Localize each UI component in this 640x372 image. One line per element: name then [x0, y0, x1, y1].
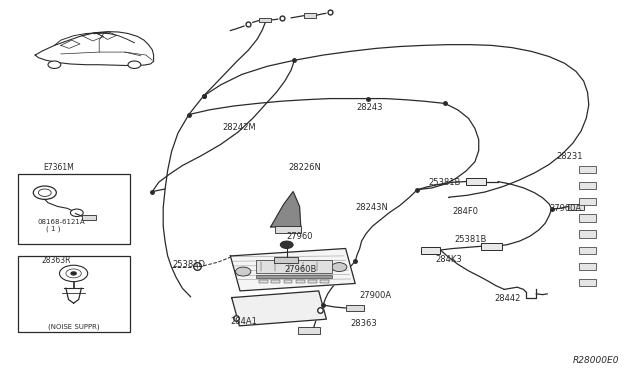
Bar — [304, 13, 316, 18]
Bar — [271, 280, 280, 283]
Bar — [274, 257, 298, 263]
Bar — [481, 243, 502, 250]
Text: 28242M: 28242M — [223, 123, 257, 132]
Bar — [579, 214, 596, 222]
Bar — [466, 178, 486, 185]
Circle shape — [33, 186, 56, 199]
Text: 08168-6121A: 08168-6121A — [37, 219, 84, 225]
Text: 28243: 28243 — [356, 103, 383, 112]
Bar — [256, 260, 332, 273]
Circle shape — [38, 189, 51, 196]
Circle shape — [66, 269, 81, 278]
Text: (NOISE SUPPR): (NOISE SUPPR) — [48, 323, 99, 330]
Polygon shape — [230, 248, 355, 291]
Bar — [18, 256, 130, 332]
Text: 25381B: 25381B — [454, 235, 487, 244]
Circle shape — [48, 61, 61, 68]
Text: 28363R: 28363R — [42, 256, 71, 265]
Text: 27900A: 27900A — [549, 204, 581, 213]
Circle shape — [71, 272, 76, 275]
Text: 27960B: 27960B — [285, 265, 317, 274]
Text: 25381B: 25381B — [429, 178, 461, 187]
Text: 28226N: 28226N — [288, 163, 321, 172]
Text: 284K3: 284K3 — [435, 255, 462, 264]
Circle shape — [236, 267, 251, 276]
Text: R28000E0: R28000E0 — [573, 356, 620, 365]
Text: 27960: 27960 — [287, 232, 313, 241]
Bar — [259, 18, 271, 22]
Text: 27900A: 27900A — [360, 291, 392, 300]
Bar — [320, 280, 329, 283]
Text: ( 1 ): ( 1 ) — [46, 225, 61, 232]
Bar — [579, 166, 596, 173]
Bar — [256, 275, 332, 278]
Bar — [421, 247, 440, 254]
Bar — [259, 280, 268, 283]
Circle shape — [280, 241, 293, 248]
Bar — [308, 280, 317, 283]
Text: 25381D: 25381D — [173, 260, 206, 269]
Bar — [18, 174, 130, 244]
Circle shape — [70, 209, 83, 217]
Bar — [298, 327, 320, 334]
Bar — [579, 263, 596, 270]
Bar — [579, 182, 596, 189]
Text: 284F0: 284F0 — [452, 207, 479, 216]
Text: 28442: 28442 — [494, 294, 520, 303]
Text: E7361M: E7361M — [44, 163, 74, 172]
Bar — [579, 198, 596, 205]
Text: 284A1: 284A1 — [230, 317, 257, 326]
Bar — [346, 305, 364, 311]
Text: 28243N: 28243N — [355, 203, 388, 212]
Bar — [579, 230, 596, 238]
Polygon shape — [232, 291, 326, 326]
Bar — [82, 215, 96, 220]
Bar — [568, 204, 584, 210]
Circle shape — [60, 265, 88, 282]
Text: 28231: 28231 — [557, 153, 583, 161]
Text: 28363: 28363 — [351, 319, 378, 328]
Bar — [275, 226, 301, 233]
Bar — [296, 280, 305, 283]
Bar — [579, 247, 596, 254]
Bar — [579, 279, 596, 286]
Circle shape — [128, 61, 141, 68]
Circle shape — [332, 263, 347, 272]
Bar — [284, 280, 292, 283]
Polygon shape — [271, 192, 301, 227]
